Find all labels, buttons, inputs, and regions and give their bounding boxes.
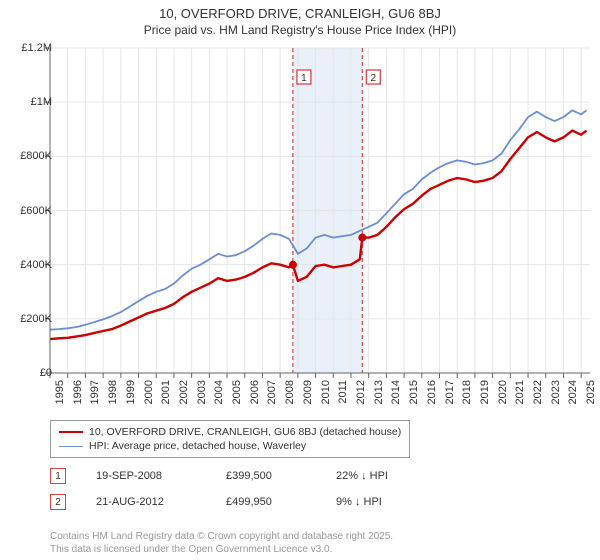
x-tick-label: 2017 — [444, 380, 456, 404]
x-tick-label: 2024 — [567, 380, 579, 404]
y-tick-label: £1.2M — [21, 42, 52, 54]
y-tick-label: £600K — [20, 205, 52, 217]
y-tick-label: £800K — [20, 150, 52, 162]
x-tick-label: 2020 — [497, 380, 509, 404]
legend-swatch-hpi — [59, 446, 83, 447]
chart-title: 10, OVERFORD DRIVE, CRANLEIGH, GU6 8BJ — [0, 0, 600, 21]
x-tick-label: 2000 — [143, 380, 155, 404]
footer-line-2: This data is licensed under the Open Gov… — [50, 543, 393, 556]
sale-date-1: 19-SEP-2008 — [96, 470, 196, 482]
x-tick-label: 2015 — [408, 380, 420, 404]
sale-diff-1: 22% ↓ HPI — [336, 470, 436, 482]
x-tick-label: 2003 — [196, 380, 208, 404]
sale-marker-1: 1 — [50, 468, 66, 484]
x-tick-label: 1998 — [107, 380, 119, 404]
chart-plot-area: 12 — [50, 48, 590, 373]
x-tick-label: 2019 — [479, 380, 491, 404]
x-tick-label: 1999 — [125, 380, 137, 404]
sale-diff-2: 9% ↓ HPI — [336, 496, 436, 508]
footer-line-1: Contains HM Land Registry data © Crown c… — [50, 530, 393, 543]
x-tick-label: 1995 — [54, 380, 66, 404]
y-tick-label: £1M — [31, 96, 52, 108]
legend-swatch-property — [59, 431, 83, 433]
sale-date-2: 21-AUG-2012 — [96, 496, 196, 508]
x-tick-label: 2022 — [532, 380, 544, 404]
legend-label-hpi: HPI: Average price, detached house, Wave… — [89, 440, 306, 452]
chart-container: 10, OVERFORD DRIVE, CRANLEIGH, GU6 8BJ P… — [0, 0, 600, 560]
x-tick-label: 2006 — [249, 380, 261, 404]
x-tick-label: 2009 — [302, 380, 314, 404]
x-tick-label: 2013 — [373, 380, 385, 404]
x-tick-label: 1996 — [72, 380, 84, 404]
legend-label-property: 10, OVERFORD DRIVE, CRANLEIGH, GU6 8BJ (… — [89, 426, 401, 438]
y-tick-label: £400K — [20, 259, 52, 271]
svg-text:1: 1 — [301, 73, 307, 84]
svg-text:2: 2 — [371, 73, 377, 84]
sale-marker-2: 2 — [50, 494, 66, 510]
sale-price-1: £399,500 — [226, 470, 306, 482]
legend: 10, OVERFORD DRIVE, CRANLEIGH, GU6 8BJ (… — [50, 420, 410, 458]
footer: Contains HM Land Registry data © Crown c… — [50, 530, 393, 556]
chart-subtitle: Price paid vs. HM Land Registry's House … — [0, 21, 600, 37]
legend-item-property: 10, OVERFORD DRIVE, CRANLEIGH, GU6 8BJ (… — [59, 425, 401, 439]
sale-price-2: £499,950 — [226, 496, 306, 508]
sale-row-1: 1 19-SEP-2008 £399,500 22% ↓ HPI — [50, 468, 436, 484]
x-tick-label: 2023 — [550, 380, 562, 404]
x-tick-label: 2001 — [160, 380, 172, 404]
x-tick-label: 2005 — [231, 380, 243, 404]
x-tick-label: 2007 — [266, 380, 278, 404]
x-tick-label: 2018 — [461, 380, 473, 404]
x-tick-label: 1997 — [89, 380, 101, 404]
x-tick-label: 2012 — [355, 380, 367, 404]
x-tick-label: 2014 — [390, 380, 402, 404]
x-tick-label: 2010 — [320, 380, 332, 404]
x-tick-label: 2002 — [178, 380, 190, 404]
x-tick-label: 2016 — [426, 380, 438, 404]
sale-row-2: 2 21-AUG-2012 £499,950 9% ↓ HPI — [50, 494, 436, 510]
chart-svg: 12 — [50, 48, 590, 373]
x-tick-label: 2011 — [337, 380, 349, 404]
x-tick-label: 2008 — [284, 380, 296, 404]
y-tick-label: £200K — [20, 313, 52, 325]
x-tick-label: 2021 — [514, 380, 526, 404]
x-tick-label: 2004 — [213, 380, 225, 404]
y-tick-label: £0 — [40, 367, 52, 379]
legend-item-hpi: HPI: Average price, detached house, Wave… — [59, 439, 401, 453]
x-tick-label: 2025 — [585, 380, 597, 404]
